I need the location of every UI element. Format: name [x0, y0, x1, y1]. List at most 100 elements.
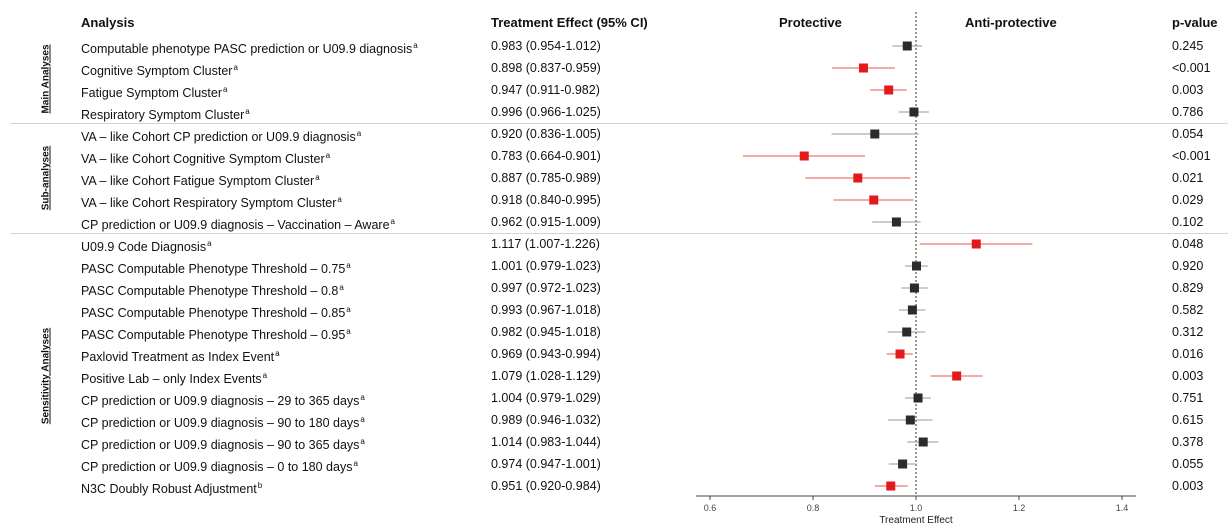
row-treatment-effect: 0.989 (0.946-1.032) — [491, 413, 601, 427]
row-label-footnote: a — [413, 41, 418, 50]
row-label-footnote: b — [257, 481, 263, 490]
x-tick-label: 1.2 — [1013, 503, 1026, 513]
section-divider — [10, 123, 1228, 124]
row-label: Positive Lab – only Index Eventsa — [81, 368, 267, 387]
row-label-footnote: a — [337, 195, 342, 204]
row-label-footnote: a — [315, 173, 320, 182]
row-label-text: VA – like Cohort Cognitive Symptom Clust… — [81, 152, 325, 166]
row-label: CP prediction or U09.9 diagnosis – Vacci… — [81, 214, 395, 233]
row-p-value: 0.029 — [1172, 193, 1204, 207]
row-label: CP prediction or U09.9 diagnosis – 90 to… — [81, 412, 365, 431]
row-label-text: CP prediction or U09.9 diagnosis – 0 to … — [81, 460, 353, 474]
row-label: Computable phenotype PASC prediction or … — [81, 38, 418, 57]
row-label-footnote: a — [360, 437, 365, 446]
row-p-value: 0.829 — [1172, 281, 1204, 295]
row-label-text: PASC Computable Phenotype Threshold – 0.… — [81, 262, 346, 276]
row-p-value: 0.016 — [1172, 347, 1204, 361]
row-label-text: VA – like Cohort CP prediction or U09.9 … — [81, 130, 356, 144]
x-tick-label: 1.0 — [910, 503, 923, 513]
row-label-footnote: a — [360, 393, 365, 402]
estimate-marker — [799, 151, 809, 161]
row-p-value: <0.001 — [1172, 149, 1211, 163]
row-label: CP prediction or U09.9 diagnosis – 90 to… — [81, 434, 365, 453]
row-label-footnote: a — [262, 371, 268, 380]
row-p-value: 0.003 — [1172, 369, 1204, 383]
estimate-marker — [905, 415, 915, 425]
x-tick-label: 0.8 — [807, 503, 820, 513]
row-label-text: CP prediction or U09.9 diagnosis – 90 to… — [81, 416, 360, 430]
header-p-value: p-value — [1172, 15, 1218, 30]
row-label: Respiratory Symptom Clustera — [81, 104, 250, 123]
estimate-marker — [858, 63, 868, 73]
row-label-footnote: a — [325, 151, 331, 160]
row-label-text: CP prediction or U09.9 diagnosis – Vacci… — [81, 218, 390, 232]
row-treatment-effect: 0.920 (0.836-1.005) — [491, 127, 601, 141]
header-analysis: Analysis — [81, 15, 135, 30]
row-p-value: 0.786 — [1172, 105, 1204, 119]
row-p-value: 0.582 — [1172, 303, 1204, 317]
row-label: VA – like Cohort Fatigue Symptom Cluster… — [81, 170, 320, 189]
row-label-text: Paxlovid Treatment as Index Event — [81, 350, 275, 364]
row-treatment-effect: 0.918 (0.840-0.995) — [491, 193, 601, 207]
row-p-value: 0.378 — [1172, 435, 1204, 449]
row-treatment-effect: 1.014 (0.983-1.044) — [491, 435, 601, 449]
row-p-value: 0.751 — [1172, 391, 1204, 405]
row-treatment-effect: 0.962 (0.915-1.009) — [491, 215, 601, 229]
row-treatment-effect: 0.947 (0.911-0.982) — [491, 83, 600, 97]
estimate-marker — [853, 173, 863, 183]
row-label-footnote: a — [346, 261, 351, 270]
row-label: PASC Computable Phenotype Threshold – 0.… — [81, 258, 351, 277]
row-label-footnote: a — [360, 415, 365, 424]
row-label: CP prediction or U09.9 diagnosis – 29 to… — [81, 390, 365, 409]
estimate-marker — [870, 129, 880, 139]
header-anti-protective: Anti-protective — [965, 15, 1057, 30]
estimate-marker — [902, 41, 912, 51]
row-label-footnote: a — [207, 239, 212, 248]
row-p-value: 0.245 — [1172, 39, 1204, 53]
row-p-value: 0.003 — [1172, 83, 1204, 97]
row-label: VA – like Cohort Cognitive Symptom Clust… — [81, 148, 330, 167]
row-label-text: CP prediction or U09.9 diagnosis – 29 to… — [81, 394, 360, 408]
row-p-value: 0.054 — [1172, 127, 1204, 141]
row-treatment-effect: 0.983 (0.954-1.012) — [491, 39, 601, 53]
estimate-marker — [918, 437, 928, 447]
estimate-marker — [909, 107, 919, 117]
row-label-footnote: a — [356, 129, 362, 138]
row-label: Cognitive Symptom Clustera — [81, 60, 238, 79]
row-label-text: CP prediction or U09.9 diagnosis – 90 to… — [81, 438, 360, 452]
estimate-marker — [895, 349, 905, 359]
row-treatment-effect: 1.079 (1.028-1.129) — [491, 369, 601, 383]
row-label-text: Cognitive Symptom Cluster — [81, 64, 233, 78]
row-label: Paxlovid Treatment as Index Eventa — [81, 346, 280, 365]
row-p-value: 0.312 — [1172, 325, 1204, 339]
row-treatment-effect: 0.783 (0.664-0.901) — [491, 149, 601, 163]
row-p-value: 0.003 — [1172, 479, 1204, 493]
row-label-footnote: a — [353, 459, 358, 468]
section-divider — [10, 233, 1228, 234]
row-label-text: U09.9 Code Diagnosis — [81, 240, 207, 254]
row-label-text: PASC Computable Phenotype Threshold – 0.… — [81, 306, 346, 320]
estimate-marker — [971, 239, 981, 249]
row-treatment-effect: 0.982 (0.945-1.018) — [491, 325, 601, 339]
row-p-value: 0.920 — [1172, 259, 1204, 273]
row-label: Fatigue Symptom Clustera — [81, 82, 227, 101]
row-treatment-effect: 1.117 (1.007-1.226) — [491, 237, 600, 251]
x-axis-label: Treatment Effect — [879, 515, 953, 525]
row-label: VA – like Cohort CP prediction or U09.9 … — [81, 126, 361, 145]
row-treatment-effect: 0.974 (0.947-1.001) — [491, 457, 601, 471]
row-label: PASC Computable Phenotype Threshold – 0.… — [81, 302, 351, 321]
row-label-text: N3C Doubly Robust Adjustment — [81, 482, 257, 496]
row-label: CP prediction or U09.9 diagnosis – 0 to … — [81, 456, 358, 475]
row-label-footnote: a — [275, 349, 280, 358]
row-label-text: PASC Computable Phenotype Threshold – 0.… — [81, 328, 346, 342]
row-treatment-effect: 0.996 (0.966-1.025) — [491, 105, 601, 119]
row-label-text: VA – like Cohort Respiratory Symptom Clu… — [81, 196, 337, 210]
row-treatment-effect: 0.993 (0.967-1.018) — [491, 303, 601, 317]
row-treatment-effect: 1.004 (0.979-1.029) — [491, 391, 601, 405]
row-treatment-effect: 0.951 (0.920-0.984) — [491, 479, 601, 493]
row-label-footnote: a — [390, 217, 395, 226]
row-label-text: Respiratory Symptom Cluster — [81, 108, 245, 122]
row-p-value: 0.048 — [1172, 237, 1204, 251]
estimate-marker — [907, 305, 917, 315]
row-p-value: 0.615 — [1172, 413, 1204, 427]
